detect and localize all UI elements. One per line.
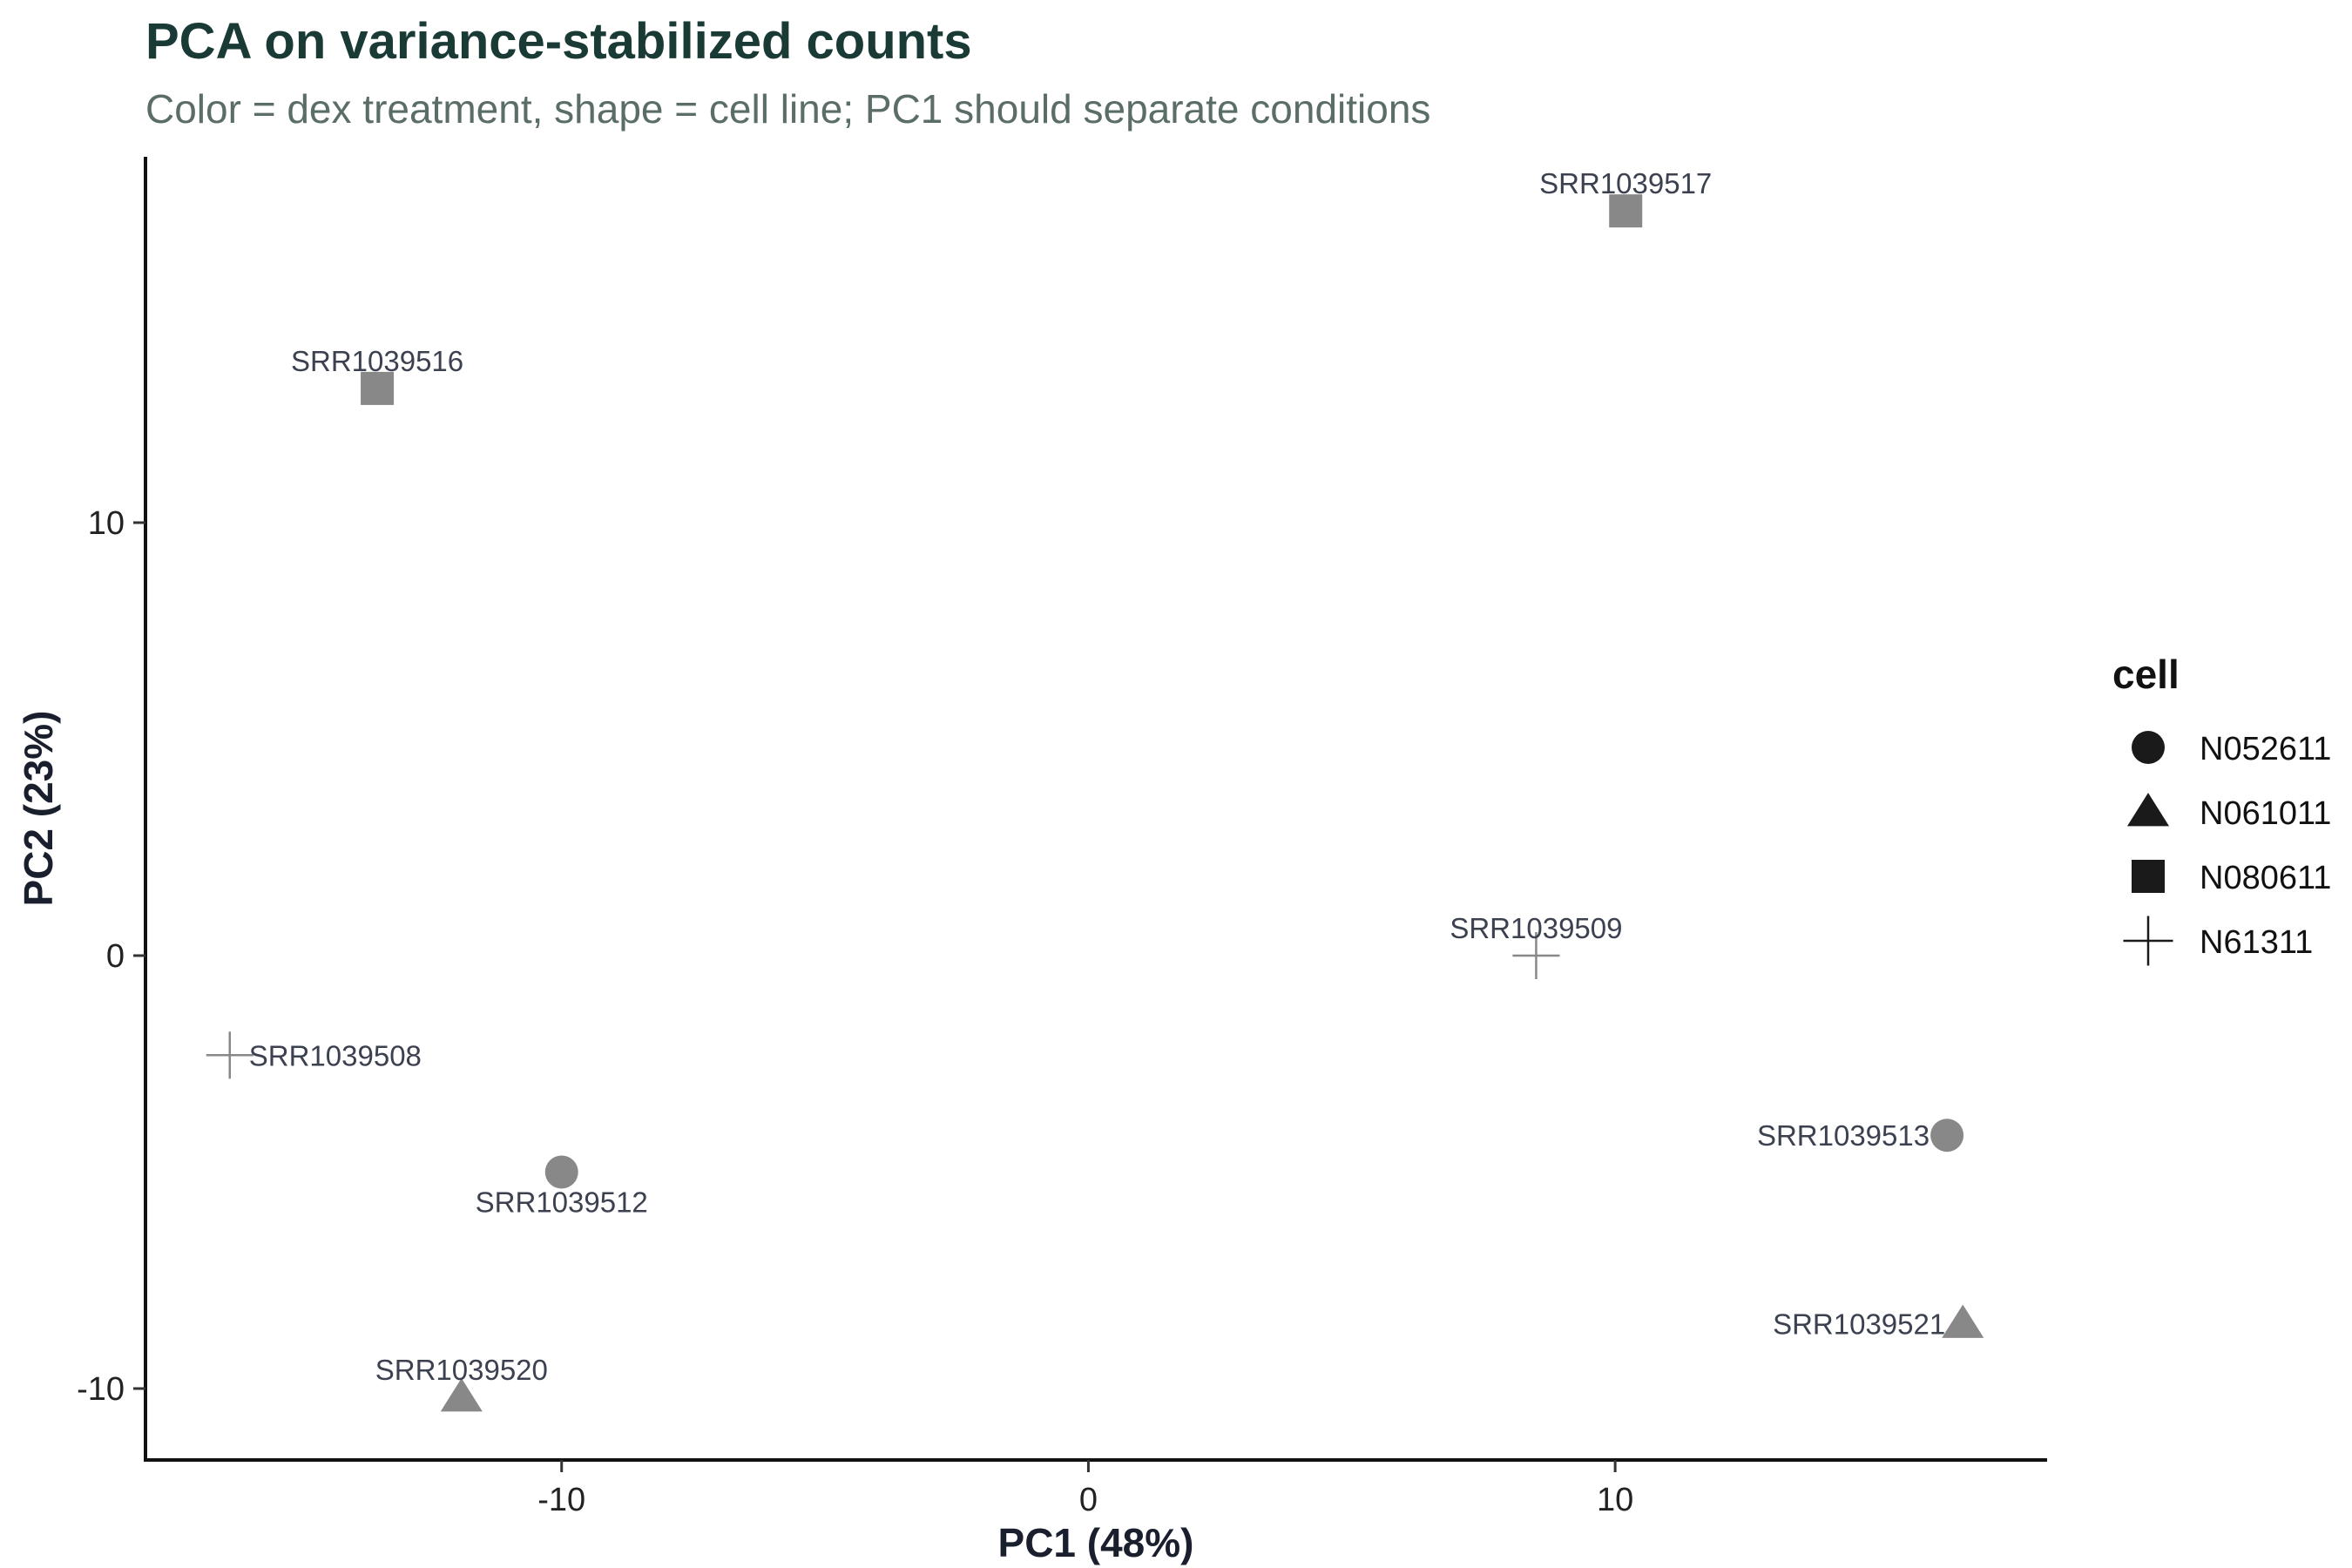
point-label-SRR1039509: SRR1039509: [1450, 912, 1622, 944]
point-SRR1039520: [440, 1378, 483, 1412]
legend-entries: N052611 N061011 N080611 N61311: [2123, 731, 2331, 966]
point-labels: SRR1039508 SRR1039509 SRR1039512 SRR1039513…: [249, 167, 1945, 1386]
legend-label-N080611: N080611: [2200, 860, 2331, 896]
point-SRR1039509: [1512, 931, 1560, 979]
legend: cell N052611 N061011 N080611 N61311: [2112, 652, 2331, 966]
chart-subtitle: Color = dex treatment, shape = cell line…: [145, 86, 1431, 132]
legend-key-N052611: [2132, 731, 2165, 764]
x-tick-label: -10: [537, 1482, 585, 1518]
y-axis-title: PC2 (23%): [16, 711, 61, 907]
point-SRR1039521: [1942, 1304, 1984, 1338]
data-points: [206, 194, 1984, 1412]
point-SRR1039513: [1930, 1119, 1964, 1152]
point-label-SRR1039521: SRR1039521: [1773, 1308, 1945, 1340]
x-tick-label: 10: [1597, 1482, 1633, 1518]
y-tick-label: 10: [88, 505, 125, 542]
point-SRR1039512: [544, 1155, 578, 1189]
point-SRR1039517: [1609, 194, 1643, 228]
point-label-SRR1039516: SRR1039516: [291, 345, 463, 377]
point-label-SRR1039517: SRR1039517: [1539, 167, 1712, 199]
chart-title: PCA on variance-stabilized counts: [145, 13, 972, 70]
point-SRR1039508: [206, 1031, 253, 1079]
y-tick-label: -10: [77, 1371, 125, 1408]
point-label-SRR1039508: SRR1039508: [249, 1039, 422, 1071]
legend-label-N61311: N61311: [2200, 924, 2313, 961]
legend-label-N052611: N052611: [2200, 731, 2331, 767]
axis-ticks: -10 0 10 -10 0 10: [77, 505, 1633, 1518]
legend-title: cell: [2112, 652, 2180, 697]
y-tick-label: 0: [106, 938, 125, 975]
legend-key-N080611: [2132, 860, 2165, 893]
legend-label-N061011: N061011: [2200, 795, 2331, 832]
point-SRR1039516: [361, 371, 395, 405]
point-label-SRR1039520: SRR1039520: [375, 1354, 548, 1386]
legend-key-N061011: [2126, 793, 2170, 827]
x-tick-label: 0: [1079, 1482, 1098, 1518]
x-axis-title: PC1 (48%): [998, 1520, 1194, 1565]
point-label-SRR1039513: SRR1039513: [1757, 1119, 1930, 1152]
point-label-SRR1039512: SRR1039512: [476, 1186, 648, 1218]
legend-key-N61311: [2123, 916, 2173, 966]
